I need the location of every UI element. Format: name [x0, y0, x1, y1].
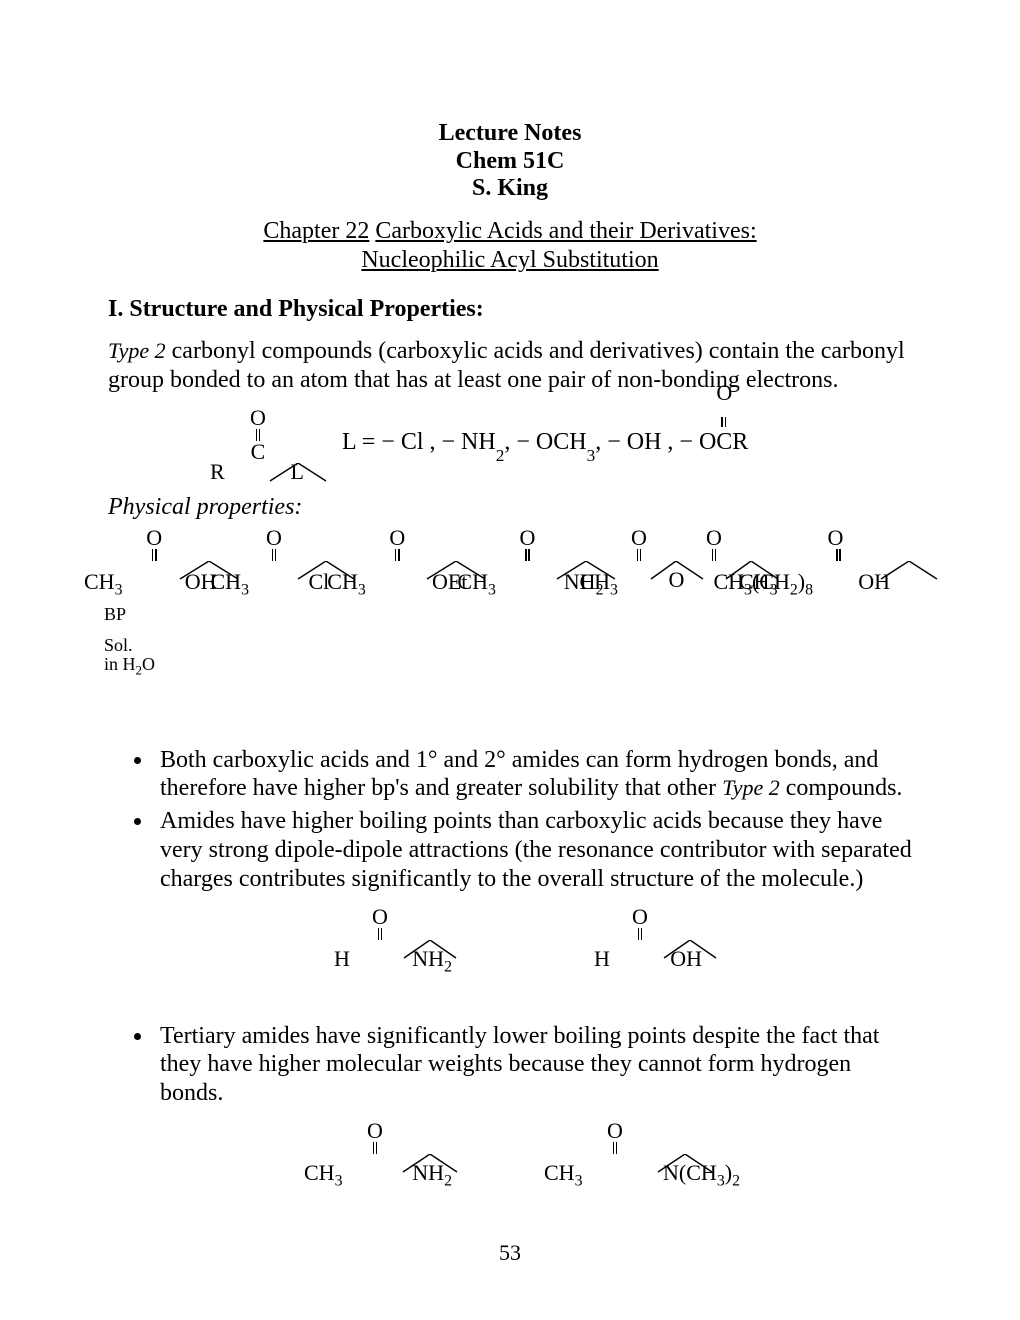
- struct-formamide: O H NH2: [330, 906, 430, 964]
- struct-acetyl-chloride: O CH3 Cl: [225, 527, 324, 587]
- bullet-list-2: Tertiary amides have significantly lower…: [108, 1022, 912, 1108]
- bullet-list-1: Both carboxylic acids and 1° and 2° amid…: [108, 746, 912, 894]
- title-line-3: S. King: [108, 175, 912, 203]
- title-block: Lecture Notes Chem 51C S. King: [108, 120, 912, 203]
- struct-dma: O CH3 N(CH3)2: [560, 1120, 700, 1178]
- ocr-oxygen: O: [716, 380, 732, 405]
- section-heading: I. Structure and Physical Properties:: [108, 296, 912, 323]
- formamide-formic-pair: O H NH2 O H OH: [108, 906, 912, 964]
- type2-label: Type 2: [108, 338, 166, 363]
- spacer-2: [108, 964, 912, 1022]
- bp-label: BP: [104, 605, 912, 624]
- struct-ethyl-acetate: O CH3 OEt: [341, 527, 453, 587]
- carbonyl-carbon: C: [218, 441, 298, 463]
- title-line-1: Lecture Notes: [108, 120, 912, 148]
- generic-structure-row: O C R L L = − Cl , − NH2 , − OCH3 , − OH…: [218, 404, 912, 480]
- chapter-block: Chapter 22 Carboxylic Acids and their De…: [108, 217, 912, 275]
- bullet-1: Both carboxylic acids and 1° and 2° amid…: [154, 746, 912, 804]
- struct-formic-acid: O H OH: [590, 906, 690, 964]
- struct-decanoic-acid: O CH3(CH2)8 OH: [769, 527, 912, 587]
- generic-R: R: [210, 461, 225, 483]
- page-number: 53: [0, 1240, 1020, 1266]
- chapter-line-1a: Chapter 22: [263, 218, 369, 244]
- carbonyl-oxygen: O: [218, 407, 298, 429]
- L-definition: L = − Cl , − NH2 , − OCH3 , − OH , − OCR…: [342, 429, 748, 456]
- sol-label: Sol. in H2O: [104, 636, 912, 674]
- physical-properties-heading: Physical properties:: [108, 494, 912, 521]
- chapter-line-1b: Carboxylic Acids and their Derivatives:: [375, 218, 756, 244]
- intro-paragraph: Type 2 carbonyl compounds (carboxylic ac…: [108, 337, 912, 394]
- carbonyl-double-bond: [218, 429, 298, 441]
- page: Lecture Notes Chem 51C S. King Chapter 2…: [0, 0, 1020, 1320]
- spacer: [108, 674, 912, 746]
- bullet-3: Tertiary amides have significantly lower…: [154, 1022, 912, 1108]
- struct-acetamide-2: O CH3 NH2: [320, 1120, 430, 1178]
- generic-L: L: [291, 461, 304, 483]
- struct-acetic-acid: O CH3 OH: [102, 527, 207, 587]
- bullet-2: Amides have higher boiling points than c…: [154, 807, 912, 893]
- generic-carbonyl: O C R L: [218, 407, 298, 477]
- title-line-2: Chem 51C: [108, 148, 912, 176]
- chapter-line-1: Chapter 22 Carboxylic Acids and their De…: [108, 217, 912, 246]
- chapter-line-2: Nucleophilic Acyl Substitution: [108, 246, 912, 275]
- amide-pair: O CH3 NH2 O CH3 N(CH3)2: [108, 1120, 912, 1178]
- physical-properties-structures: O CH3 OH O CH3 Cl O CH3 OEt: [102, 527, 912, 587]
- struct-acetamide: O CH3 NH2: [471, 527, 583, 587]
- anhydride-oxygen: O: [669, 567, 685, 593]
